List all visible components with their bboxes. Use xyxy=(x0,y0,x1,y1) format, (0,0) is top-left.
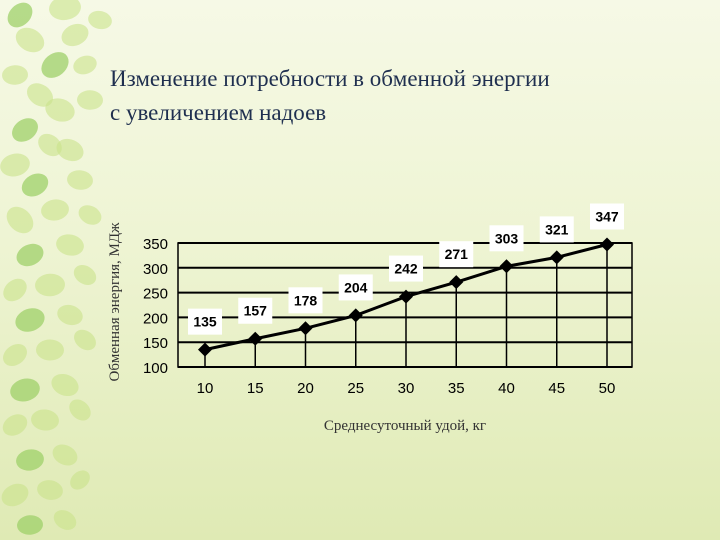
leaf-shape xyxy=(38,133,62,157)
data-label: 157 xyxy=(244,303,268,319)
leaf-shape xyxy=(41,199,69,221)
leaf-shape xyxy=(74,329,96,351)
data-point xyxy=(549,250,564,265)
data-point xyxy=(348,308,363,323)
leaf-shape xyxy=(16,243,44,267)
x-tick-label: 15 xyxy=(247,380,264,397)
y-tick-label: 150 xyxy=(143,335,168,352)
data-point xyxy=(449,275,464,290)
leaf-decoration xyxy=(0,0,112,535)
y-tick-label: 300 xyxy=(143,261,168,278)
data-label: 347 xyxy=(595,208,619,224)
title-line-1: Изменение потребности в обменной энергии xyxy=(110,66,550,91)
data-point xyxy=(198,342,212,357)
x-tick-label: 50 xyxy=(599,380,616,397)
data-label: 321 xyxy=(545,221,569,237)
data-label-box xyxy=(389,255,423,282)
x-tick-label: 10 xyxy=(197,380,214,397)
leaf-shape xyxy=(7,2,33,28)
leaf-shape xyxy=(52,444,78,466)
x-tick-label: 45 xyxy=(548,380,565,397)
data-label: 303 xyxy=(495,230,519,246)
leaf-shape xyxy=(16,449,44,471)
y-axis-label: Обменная энергия, МДж xyxy=(107,222,123,382)
leaf-shape xyxy=(6,206,34,234)
leaf-shape xyxy=(88,10,112,30)
y-tick-label: 350 xyxy=(143,236,168,253)
leaf-shape xyxy=(12,118,38,142)
leaf-shape xyxy=(37,480,63,500)
data-label-box xyxy=(338,274,373,301)
leaf-shape xyxy=(61,23,89,47)
y-tick-label: 100 xyxy=(143,360,168,377)
data-label: 242 xyxy=(394,261,418,277)
leaf-shape xyxy=(78,205,102,225)
x-axis-label: Среднесуточный удой, кг xyxy=(324,418,486,434)
leaf-shape xyxy=(1,483,29,507)
leaf-shape xyxy=(41,52,69,78)
leaf-shape xyxy=(21,173,49,197)
data-point xyxy=(600,237,614,252)
data-label-box xyxy=(489,225,524,252)
data-label: 178 xyxy=(294,292,318,308)
data-label-box xyxy=(539,216,574,243)
data-label-box xyxy=(188,308,222,335)
leaf-shape xyxy=(49,0,81,21)
title-line-2: с увеличением надоев xyxy=(110,100,327,125)
data-label: 271 xyxy=(445,246,469,262)
leaf-shape xyxy=(15,27,45,53)
leaf-shape xyxy=(45,98,75,122)
leaf-shape xyxy=(10,378,40,402)
leaf-shape xyxy=(70,470,90,490)
leaf-shape xyxy=(69,399,91,421)
leaf-shape xyxy=(53,510,77,530)
data-label-box xyxy=(238,297,273,324)
leaf-shape xyxy=(35,273,65,297)
leaf-shape xyxy=(51,373,79,397)
leaf-shape xyxy=(73,265,97,285)
data-point xyxy=(248,331,263,346)
leaf-shape xyxy=(77,90,103,110)
leaf-shape xyxy=(36,339,64,361)
leaf-shape xyxy=(57,304,83,326)
leaf-shape xyxy=(56,138,84,162)
data-label: 135 xyxy=(193,314,217,330)
data-label-box xyxy=(288,287,323,314)
leaf-shape xyxy=(3,278,27,302)
leaf-shape xyxy=(2,414,28,436)
leaf-shape xyxy=(0,153,30,177)
data-label-box xyxy=(590,203,624,230)
y-tick-label: 200 xyxy=(143,310,168,327)
y-tick-label: 250 xyxy=(143,286,168,303)
data-point xyxy=(499,259,514,274)
slide-title: Изменение потребности в обменной энергии… xyxy=(110,62,550,130)
leaf-shape xyxy=(2,65,28,85)
data-point xyxy=(399,289,413,304)
leaf-shape xyxy=(15,308,45,332)
data-label-box xyxy=(439,241,474,268)
x-tick-label: 30 xyxy=(398,380,415,397)
leaf-shape xyxy=(26,83,54,107)
leaf-shape xyxy=(73,55,97,75)
x-tick-label: 25 xyxy=(347,380,364,397)
data-point xyxy=(298,321,313,336)
leaf-shape xyxy=(67,170,93,190)
leaf-shape xyxy=(17,515,43,535)
data-label: 204 xyxy=(344,279,368,295)
x-tick-label: 20 xyxy=(297,380,314,397)
leaf-shape xyxy=(3,344,27,366)
x-tick-label: 35 xyxy=(448,380,465,397)
leaf-shape xyxy=(56,234,84,256)
leaf-shape xyxy=(31,409,59,431)
x-tick-label: 40 xyxy=(498,380,515,397)
